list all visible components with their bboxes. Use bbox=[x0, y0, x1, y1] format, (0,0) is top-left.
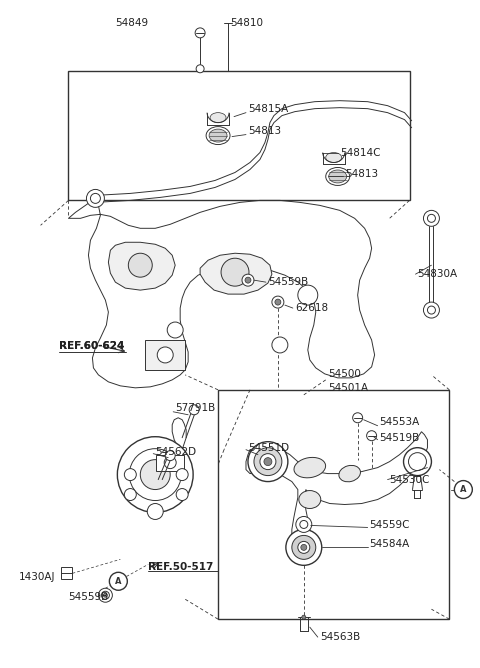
Circle shape bbox=[300, 520, 308, 528]
Circle shape bbox=[103, 593, 108, 597]
Circle shape bbox=[164, 457, 176, 469]
Text: 54814C: 54814C bbox=[340, 148, 380, 158]
Ellipse shape bbox=[329, 170, 347, 183]
Ellipse shape bbox=[326, 152, 342, 162]
Text: 54830A: 54830A bbox=[418, 269, 457, 279]
Text: A: A bbox=[115, 576, 121, 586]
Circle shape bbox=[254, 448, 282, 476]
Text: 54500: 54500 bbox=[328, 369, 360, 379]
Circle shape bbox=[245, 277, 251, 283]
Circle shape bbox=[86, 190, 104, 207]
Polygon shape bbox=[122, 418, 192, 502]
Text: 54810: 54810 bbox=[230, 18, 263, 28]
Circle shape bbox=[248, 442, 288, 482]
Circle shape bbox=[353, 413, 363, 423]
Circle shape bbox=[275, 299, 281, 305]
Circle shape bbox=[272, 296, 284, 308]
Text: 54530C: 54530C bbox=[390, 474, 430, 484]
Text: REF.60-624: REF.60-624 bbox=[59, 341, 124, 351]
Circle shape bbox=[124, 488, 136, 500]
Text: 54551D: 54551D bbox=[248, 443, 289, 453]
Polygon shape bbox=[69, 200, 374, 388]
Circle shape bbox=[147, 504, 163, 520]
Circle shape bbox=[98, 589, 112, 603]
Circle shape bbox=[296, 516, 312, 532]
Circle shape bbox=[221, 259, 249, 286]
Circle shape bbox=[195, 28, 205, 38]
Text: 54562D: 54562D bbox=[155, 447, 196, 457]
Circle shape bbox=[117, 437, 193, 512]
Text: 54559B: 54559B bbox=[268, 277, 308, 287]
Circle shape bbox=[101, 591, 109, 599]
Text: 1430AJ: 1430AJ bbox=[19, 572, 55, 582]
Polygon shape bbox=[246, 432, 428, 553]
Circle shape bbox=[109, 572, 127, 591]
Bar bbox=[60, 567, 72, 579]
Circle shape bbox=[292, 536, 316, 559]
Circle shape bbox=[165, 451, 175, 461]
Circle shape bbox=[428, 306, 435, 314]
Circle shape bbox=[129, 449, 181, 500]
Text: 54519B: 54519B bbox=[380, 433, 420, 443]
Circle shape bbox=[408, 453, 426, 470]
Text: REF.50-517: REF.50-517 bbox=[148, 562, 214, 572]
Bar bbox=[145, 340, 185, 370]
Circle shape bbox=[264, 458, 272, 466]
Bar bbox=[69, 71, 409, 200]
Text: 57791B: 57791B bbox=[175, 403, 216, 413]
Ellipse shape bbox=[339, 466, 360, 482]
Circle shape bbox=[140, 460, 170, 490]
Polygon shape bbox=[200, 253, 272, 294]
Circle shape bbox=[90, 194, 100, 203]
Circle shape bbox=[298, 285, 318, 305]
Text: 54813: 54813 bbox=[248, 126, 281, 136]
Ellipse shape bbox=[326, 168, 350, 186]
Text: 54849: 54849 bbox=[115, 18, 148, 28]
Ellipse shape bbox=[294, 458, 325, 478]
Circle shape bbox=[196, 65, 204, 73]
Circle shape bbox=[423, 302, 439, 318]
Circle shape bbox=[423, 210, 439, 226]
Circle shape bbox=[272, 337, 288, 353]
Ellipse shape bbox=[210, 113, 226, 123]
Circle shape bbox=[124, 469, 136, 480]
Text: 54813: 54813 bbox=[345, 170, 378, 180]
Ellipse shape bbox=[209, 129, 227, 142]
Circle shape bbox=[302, 615, 306, 619]
Circle shape bbox=[367, 431, 377, 441]
Bar bbox=[156, 455, 184, 470]
Circle shape bbox=[298, 541, 310, 553]
Polygon shape bbox=[108, 242, 175, 290]
Circle shape bbox=[128, 253, 152, 277]
Circle shape bbox=[176, 488, 188, 500]
Text: 54553A: 54553A bbox=[380, 417, 420, 427]
Circle shape bbox=[167, 322, 183, 338]
Text: 62618: 62618 bbox=[295, 303, 328, 313]
Text: 54559B: 54559B bbox=[69, 593, 109, 603]
Circle shape bbox=[301, 544, 307, 550]
Circle shape bbox=[286, 530, 322, 565]
Circle shape bbox=[260, 454, 276, 470]
Text: 54563B: 54563B bbox=[320, 632, 360, 642]
Ellipse shape bbox=[299, 490, 321, 508]
Text: 54559C: 54559C bbox=[370, 520, 410, 530]
Circle shape bbox=[157, 347, 173, 363]
Circle shape bbox=[189, 405, 199, 415]
Text: REF.60-624: REF.60-624 bbox=[59, 341, 124, 351]
Circle shape bbox=[242, 274, 254, 286]
Circle shape bbox=[404, 448, 432, 476]
Text: A: A bbox=[460, 485, 467, 494]
Bar bbox=[218, 390, 449, 619]
Circle shape bbox=[176, 469, 188, 480]
Text: 54815A: 54815A bbox=[248, 104, 288, 114]
Ellipse shape bbox=[206, 127, 230, 144]
Circle shape bbox=[455, 480, 472, 498]
Circle shape bbox=[428, 214, 435, 222]
Text: 54501A: 54501A bbox=[328, 383, 368, 393]
Text: 54584A: 54584A bbox=[370, 539, 410, 549]
